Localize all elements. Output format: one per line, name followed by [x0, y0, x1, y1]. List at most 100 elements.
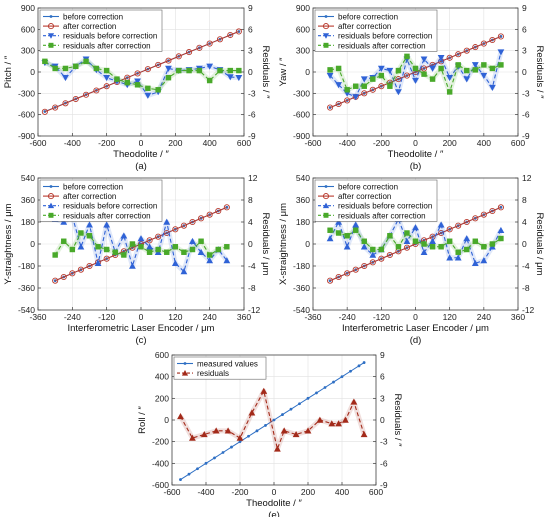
- point-marker: [274, 445, 281, 452]
- y-tick-label: -600: [152, 480, 169, 490]
- point-marker: [360, 243, 368, 250]
- x-tick-label: 360: [511, 312, 525, 322]
- point-marker: [189, 218, 196, 226]
- y-tick-label: 0: [30, 67, 35, 77]
- y2-tick-label: 8: [248, 195, 253, 205]
- y-tick-label: -600: [18, 110, 35, 120]
- series-measured-values: [179, 361, 366, 481]
- series-line: [329, 206, 502, 282]
- point-marker: [429, 76, 436, 82]
- point-marker: [196, 67, 203, 74]
- point-marker: [260, 387, 268, 394]
- point-marker: [200, 431, 208, 438]
- y-tick-label: -900: [18, 131, 35, 141]
- point-marker: [446, 238, 453, 244]
- point-marker: [377, 65, 385, 72]
- point-marker: [497, 204, 504, 211]
- point-marker: [264, 424, 267, 427]
- point-marker: [437, 221, 445, 228]
- legend-entry: residuals before correction: [338, 32, 432, 41]
- point-marker: [226, 74, 234, 81]
- point-marker: [480, 211, 487, 218]
- point-marker: [378, 83, 385, 90]
- point-marker: [146, 243, 153, 250]
- point-marker: [227, 67, 233, 74]
- point-marker: [403, 244, 411, 251]
- point-marker: [464, 246, 470, 253]
- point-marker: [52, 277, 59, 284]
- point-marker: [77, 266, 84, 273]
- plot-frame: [312, 177, 519, 311]
- point-marker: [86, 262, 93, 270]
- x-tick-label: 200: [301, 487, 315, 497]
- point-marker: [328, 420, 336, 427]
- point-marker: [145, 85, 151, 92]
- y-tick-label: -300: [293, 88, 310, 98]
- point-marker: [446, 89, 453, 95]
- point-marker: [224, 427, 232, 434]
- x-tick-label: 0: [139, 312, 144, 322]
- y2-tick-label: 0: [248, 67, 253, 77]
- point-marker: [370, 246, 376, 253]
- x-tick-label: 400: [335, 487, 349, 497]
- point-marker: [129, 262, 136, 269]
- legend-box: [39, 179, 163, 222]
- x-tick-label: -200: [231, 487, 248, 497]
- x-tick-label: -120: [98, 312, 115, 322]
- y-tick-label: 300: [21, 46, 35, 56]
- point-marker: [497, 49, 505, 56]
- x-tick-label: 120: [443, 312, 457, 322]
- point-marker: [137, 235, 145, 242]
- y-tick-label: -180: [293, 261, 310, 271]
- y2-tick-label: -4: [522, 261, 530, 271]
- point-marker: [221, 451, 225, 454]
- point-marker: [498, 235, 504, 242]
- y2-axis-label: Residuals / ″: [534, 46, 545, 100]
- panel-label: (b): [410, 161, 422, 172]
- y-tick-label: 360: [21, 195, 35, 205]
- legend-entry: residuals after correction: [338, 41, 426, 50]
- y2-tick-label: 0: [522, 239, 527, 249]
- point-marker: [248, 409, 256, 416]
- point-marker: [62, 100, 69, 107]
- point-marker: [412, 224, 419, 231]
- point-marker: [386, 251, 393, 259]
- point-marker: [489, 36, 496, 44]
- point-marker: [357, 364, 361, 368]
- y-tick-label: 0: [305, 67, 310, 77]
- y-tick-label: 540: [296, 173, 310, 183]
- point-marker: [480, 40, 487, 47]
- series-after-correction: [327, 33, 504, 111]
- x-tick-label: 600: [237, 138, 251, 148]
- legend-entry: residuals after correction: [63, 211, 151, 220]
- legend-entry: measured values: [197, 360, 258, 369]
- point-marker: [230, 445, 233, 449]
- point-marker: [395, 244, 402, 250]
- point-marker: [186, 49, 193, 56]
- point-marker: [370, 76, 376, 82]
- x-tick-label: -360: [304, 312, 321, 322]
- series-line: [329, 35, 502, 109]
- y2-axis-label: Residuals / μm: [260, 212, 271, 275]
- point-marker: [455, 222, 462, 229]
- x-tick-label: 200: [443, 138, 457, 148]
- point-marker: [326, 72, 334, 79]
- point-marker: [489, 207, 496, 215]
- y-axis-label: Y-straightness / μm: [3, 203, 14, 284]
- point-marker: [52, 252, 58, 258]
- y2-tick-label: 3: [248, 46, 253, 56]
- point-marker: [124, 79, 130, 86]
- y-tick-label: 600: [21, 24, 35, 34]
- x-tick-label: -120: [373, 312, 390, 322]
- y2-tick-label: 8: [522, 195, 527, 205]
- x-axis-label: Theodolite / ″: [246, 498, 302, 509]
- point-marker: [83, 91, 90, 98]
- y2-tick-label: -8: [522, 283, 530, 293]
- y2-axis-label: Residuals / μm: [534, 212, 545, 275]
- point-marker: [215, 246, 221, 253]
- point-marker: [144, 92, 152, 99]
- y2-tick-label: 3: [522, 46, 527, 56]
- point-marker: [412, 65, 419, 72]
- series-residuals-before-correction: [51, 213, 231, 275]
